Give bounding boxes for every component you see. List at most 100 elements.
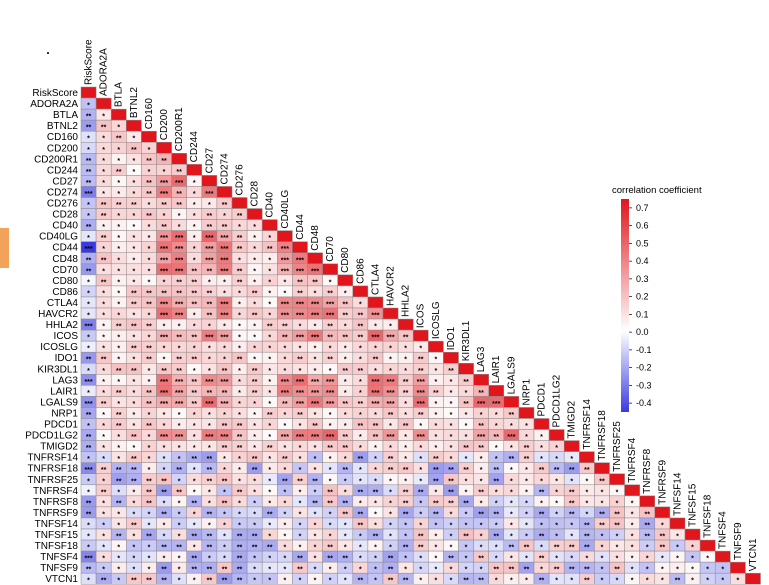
significance-mark: *	[132, 500, 135, 507]
significance-mark: *	[570, 456, 573, 463]
column-label: LAIR1	[491, 355, 502, 383]
significance-mark: *	[374, 412, 377, 419]
significance-mark: *	[268, 401, 271, 408]
significance-mark: **	[192, 335, 198, 342]
significance-mark: **	[86, 257, 92, 264]
significance-mark: **	[101, 125, 107, 132]
significance-mark: *	[465, 556, 468, 563]
row-label: ADORA2A	[30, 99, 78, 110]
significance-mark: *	[253, 401, 256, 408]
significance-mark: *	[87, 522, 90, 529]
significance-mark: *	[631, 567, 634, 574]
significance-mark: **	[403, 545, 409, 552]
significance-mark: *	[283, 346, 286, 353]
significance-mark: ***	[84, 246, 92, 253]
significance-mark: **	[101, 467, 107, 474]
significance-mark: **	[192, 567, 198, 574]
significance-mark: **	[373, 357, 379, 364]
significance-mark: **	[267, 445, 273, 452]
significance-mark: **	[614, 522, 620, 529]
significance-mark: *	[223, 467, 226, 474]
significance-mark: ***	[296, 434, 304, 441]
row-label: TNFSF9	[40, 563, 78, 574]
significance-mark: *	[132, 246, 135, 253]
significance-mark: *	[102, 456, 105, 463]
significance-mark: *	[87, 390, 90, 397]
significance-mark: *	[193, 578, 196, 585]
significance-mark: *	[132, 213, 135, 220]
significance-mark: *	[540, 545, 543, 552]
significance-mark: *	[661, 578, 664, 585]
significance-mark: *	[465, 489, 468, 496]
significance-mark: *	[102, 191, 105, 198]
significance-mark: ***	[507, 434, 515, 441]
significance-mark: *	[117, 313, 120, 320]
column-label: CD48	[310, 225, 321, 251]
significance-mark: *	[299, 534, 302, 541]
significance-mark: *	[268, 346, 271, 353]
significance-mark: *	[389, 368, 392, 375]
significance-mark: ***	[160, 390, 168, 397]
significance-mark: *	[570, 522, 573, 529]
significance-mark: *	[268, 534, 271, 541]
significance-mark: ***	[220, 301, 228, 308]
significance-mark: ***	[281, 313, 289, 320]
significance-mark: *	[253, 279, 256, 286]
significance-mark: *	[102, 246, 105, 253]
significance-mark: *	[344, 489, 347, 496]
column-label: CD40	[265, 192, 276, 218]
significance-mark: **	[207, 213, 213, 220]
significance-mark: **	[614, 567, 620, 574]
significance-mark: *	[148, 147, 151, 154]
heatmap-cell	[216, 186, 233, 198]
significance-mark: *	[102, 335, 105, 342]
legend-title: correlation coefficient	[612, 185, 702, 196]
significance-mark: **	[207, 268, 213, 275]
heatmap-cell	[231, 197, 248, 209]
significance-mark: **	[569, 511, 575, 518]
significance-mark: *	[480, 545, 483, 552]
significance-mark: *	[676, 534, 679, 541]
significance-mark: **	[478, 556, 484, 563]
significance-mark: *	[314, 489, 317, 496]
column-label: CD70	[325, 236, 336, 262]
significance-mark: *	[374, 522, 377, 529]
significance-mark: **	[146, 423, 152, 430]
row-label: TNFRSF14	[27, 453, 78, 464]
significance-mark: **	[192, 279, 198, 286]
significance-mark: *	[389, 534, 392, 541]
significance-mark: *	[299, 423, 302, 430]
significance-mark: *	[208, 423, 211, 430]
significance-mark: *	[87, 578, 90, 585]
legend-ticks: 0.7 0.6 0.5 0.4 0.3 0.2 0.1 0.0 -0.1 -0.2 -0.3 -0.4	[629, 203, 652, 408]
significance-mark: **	[192, 401, 198, 408]
significance-mark: *	[268, 379, 271, 386]
significance-mark: **	[116, 478, 122, 485]
significance-mark: ***	[160, 257, 168, 264]
significance-mark: *	[102, 478, 105, 485]
significance-mark: **	[222, 500, 228, 507]
significance-mark: *	[374, 545, 377, 552]
significance-mark: **	[509, 456, 515, 463]
significance-mark: *	[540, 434, 543, 441]
significance-mark: **	[282, 335, 288, 342]
significance-mark: *	[193, 467, 196, 474]
significance-mark: *	[676, 545, 679, 552]
significance-mark: *	[223, 522, 226, 529]
significance-mark: **	[176, 202, 182, 209]
significance-mark: *	[661, 522, 664, 529]
significance-mark: *	[178, 213, 181, 220]
significance-mark: **	[282, 456, 288, 463]
significance-mark: **	[101, 401, 107, 408]
significance-mark: *	[344, 567, 347, 574]
significance-mark: *	[419, 478, 422, 485]
significance-mark: *	[540, 445, 543, 452]
significance-mark: *	[450, 567, 453, 574]
significance-mark: *	[359, 556, 362, 563]
significance-mark: **	[176, 191, 182, 198]
heatmap-cell	[337, 274, 354, 287]
column-label: TNFSF14	[672, 472, 683, 516]
significance-mark: **	[192, 268, 198, 275]
significance-mark: *	[329, 522, 332, 529]
column-label: LAG3	[476, 346, 487, 372]
